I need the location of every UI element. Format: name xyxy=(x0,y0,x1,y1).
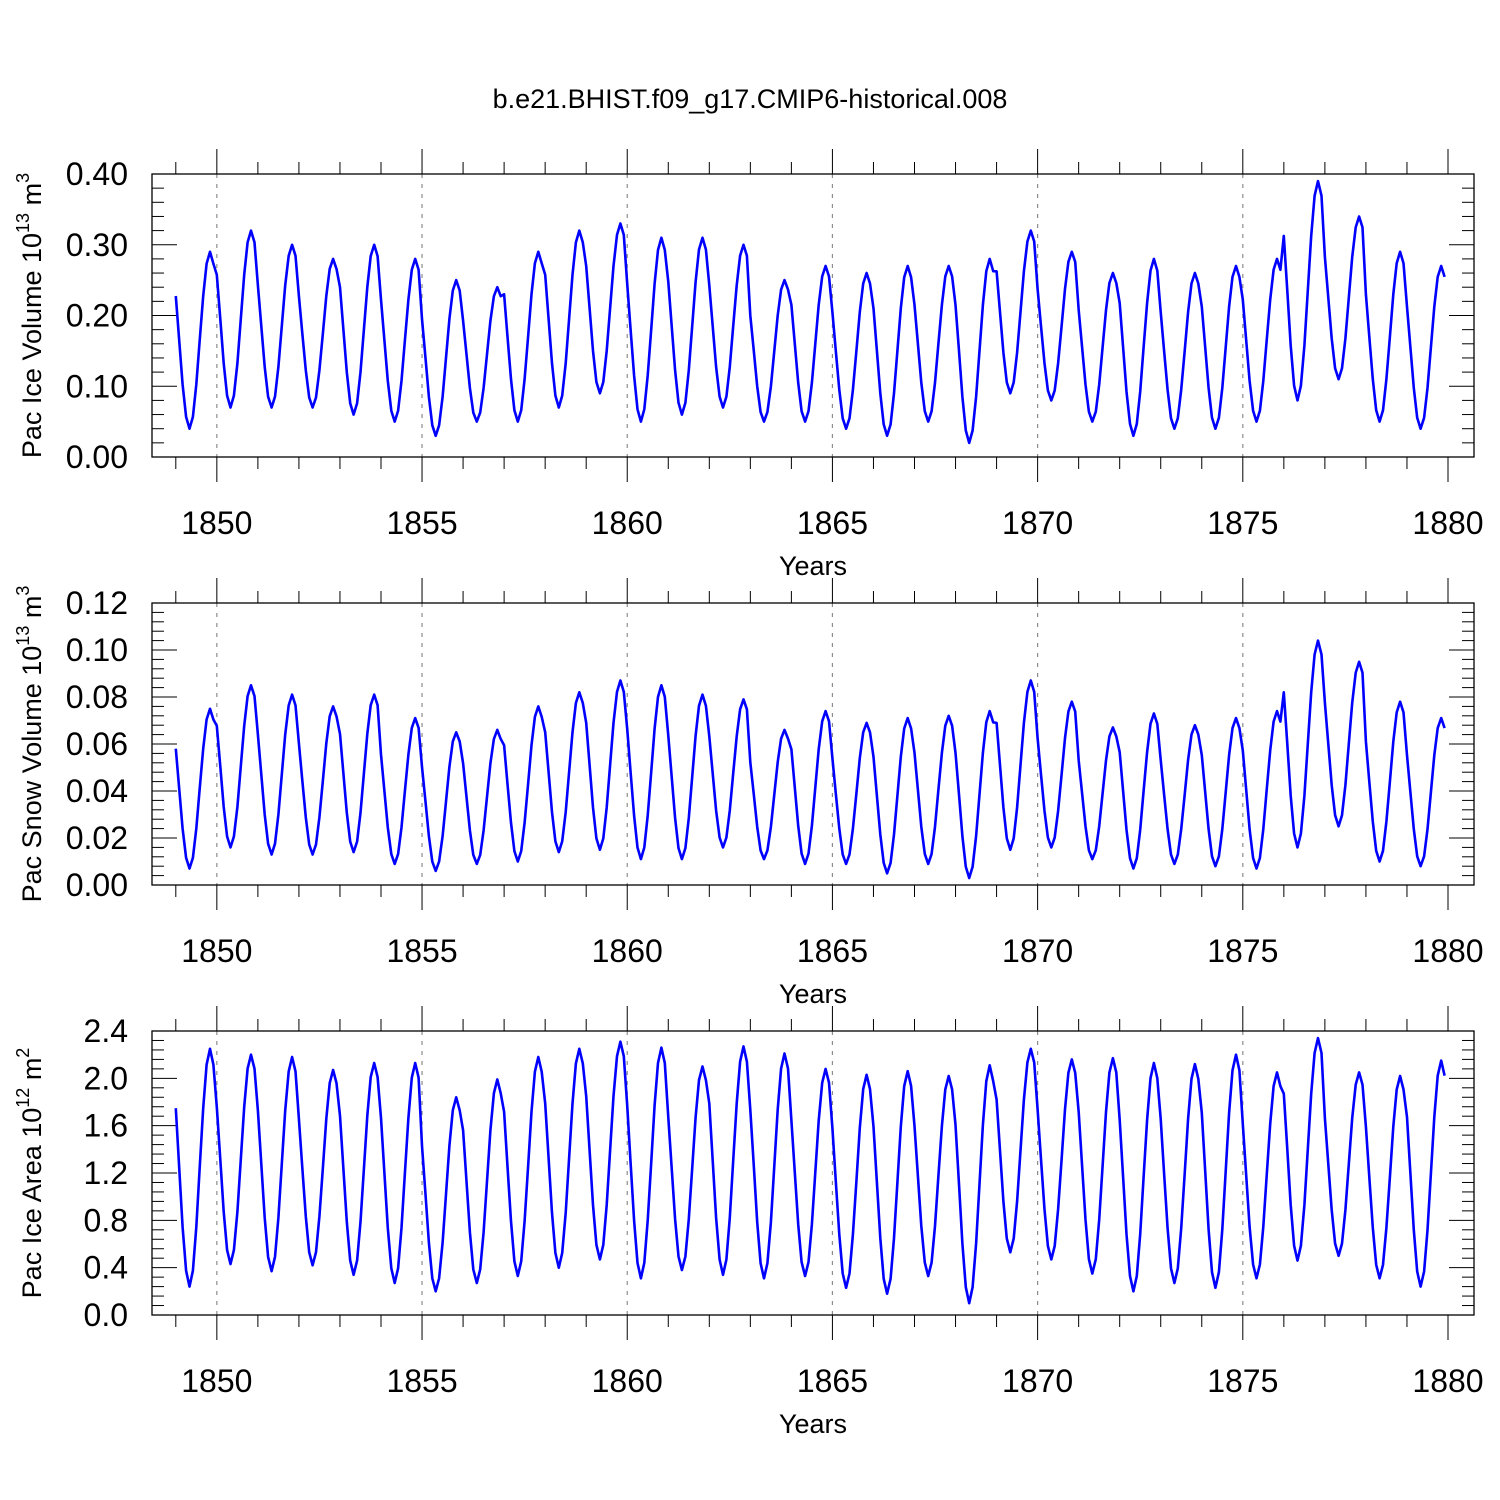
ice-area-xtick-label: 1850 xyxy=(181,1363,252,1399)
snow-volume-xtick-label: 1875 xyxy=(1207,933,1278,969)
ice-volume-xtick-label: 1875 xyxy=(1207,505,1278,541)
ice-volume-ytick-label: 0.00 xyxy=(66,439,128,475)
ice-volume-y-label-superscript: 3 xyxy=(13,173,33,183)
snow-volume-ytick-label: 0.06 xyxy=(66,726,128,762)
snow-volume-y-label-text: m xyxy=(17,596,47,626)
ice-area-y-axis-label: Pac Ice Area 1012 m2 xyxy=(13,1048,47,1299)
ice-area-ytick-label: 0.8 xyxy=(84,1202,128,1238)
ice-area-y-label-superscript: 2 xyxy=(13,1048,33,1058)
ice-volume-xtick-label: 1850 xyxy=(181,505,252,541)
ice-area-xtick-label: 1855 xyxy=(386,1363,457,1399)
ice-area-xtick-label: 1870 xyxy=(1002,1363,1073,1399)
ice-area-y-label-text: Pac Ice Area 10 xyxy=(17,1108,47,1299)
ice-area-y-label-superscript: 12 xyxy=(13,1088,33,1108)
snow-volume-y-label-superscript: 3 xyxy=(13,586,33,596)
ice-volume-y-label-text: Pac Ice Volume 10 xyxy=(17,233,47,458)
ice-area-xtick-label: 1865 xyxy=(797,1363,868,1399)
ice-volume-xtick-label: 1860 xyxy=(592,505,663,541)
ice-area-x-axis-label: Years xyxy=(779,1409,847,1439)
ice-area-xtick-label: 1875 xyxy=(1207,1363,1278,1399)
snow-volume-ytick-label: 0.12 xyxy=(66,585,128,621)
snow-volume-xtick-label: 1870 xyxy=(1002,933,1073,969)
ice-volume-panel: 1850 1855 1860 1865 1870 1875 1880 Years 0.00 0.1… xyxy=(13,149,1484,581)
ice-area-ytick-label: 1.6 xyxy=(84,1108,128,1144)
ice-volume-xtick-label: 1865 xyxy=(797,505,868,541)
ice-area-series-line xyxy=(174,1036,1446,1305)
snow-volume-xtick-label: 1860 xyxy=(592,933,663,969)
ice-volume-x-axis-label: Years xyxy=(779,551,847,581)
snow-volume-series-line xyxy=(174,639,1446,880)
snow-volume-y-label-text: Pac Snow Volume 10 xyxy=(17,646,47,903)
ice-volume-xtick-label: 1880 xyxy=(1412,505,1483,541)
ice-volume-ytick-label: 0.40 xyxy=(66,156,128,192)
snow-volume-y-label-superscript: 13 xyxy=(13,626,33,646)
snow-volume-xtick-label: 1850 xyxy=(181,933,252,969)
ice-volume-xtick-label: 1870 xyxy=(1002,505,1073,541)
snow-volume-xtick-label: 1880 xyxy=(1412,933,1483,969)
ice-volume-ytick-label: 0.20 xyxy=(66,298,128,334)
snow-volume-xtick-label: 1865 xyxy=(797,933,868,969)
ice-volume-y-label-text: m xyxy=(17,183,47,213)
snow-volume-x-axis-label: Years xyxy=(779,979,847,1009)
ice-area-y-label-text: m xyxy=(17,1058,47,1088)
ice-area-panel: 1850 1855 1860 1865 1870 1875 1880 Years 0.0 0.4 0… xyxy=(13,1006,1484,1439)
snow-volume-ytick-label: 0.08 xyxy=(66,679,128,715)
snow-volume-y-axis-label: Pac Snow Volume 1013 m3 xyxy=(13,586,47,903)
ice-area-ytick-label: 0.0 xyxy=(84,1297,128,1333)
snow-volume-panel: 1850 1855 1860 1865 1870 1875 1880 Years 0.00 0.0… xyxy=(13,578,1484,1009)
snow-volume-ytick-label: 0.04 xyxy=(66,773,128,809)
ice-volume-xtick-label: 1855 xyxy=(386,505,457,541)
page-title: b.e21.BHIST.f09_g17.CMIP6-historical.008 xyxy=(492,84,1008,114)
ice-area-ytick-label: 2.0 xyxy=(84,1060,128,1096)
ice-volume-plot-frame xyxy=(151,173,1475,458)
ice-area-ytick-label: 2.4 xyxy=(84,1013,128,1049)
snow-volume-ytick-label: 0.00 xyxy=(66,867,128,903)
ice-volume-y-axis-label: Pac Ice Volume 1013 m3 xyxy=(13,173,47,458)
snow-volume-xtick-label: 1855 xyxy=(386,933,457,969)
ice-volume-series-line xyxy=(174,179,1446,445)
snow-volume-ytick-label: 0.10 xyxy=(66,632,128,668)
ice-volume-ytick-label: 0.10 xyxy=(66,368,128,404)
ice-area-ytick-label: 1.2 xyxy=(84,1155,128,1191)
ice-area-xtick-label: 1860 xyxy=(592,1363,663,1399)
ice-volume-ytick-label: 0.30 xyxy=(66,227,128,263)
snow-volume-ytick-label: 0.02 xyxy=(66,820,128,856)
ice-volume-y-label-superscript: 13 xyxy=(13,213,33,233)
ice-area-xtick-label: 1880 xyxy=(1412,1363,1483,1399)
ice-area-ytick-label: 0.4 xyxy=(84,1250,128,1286)
